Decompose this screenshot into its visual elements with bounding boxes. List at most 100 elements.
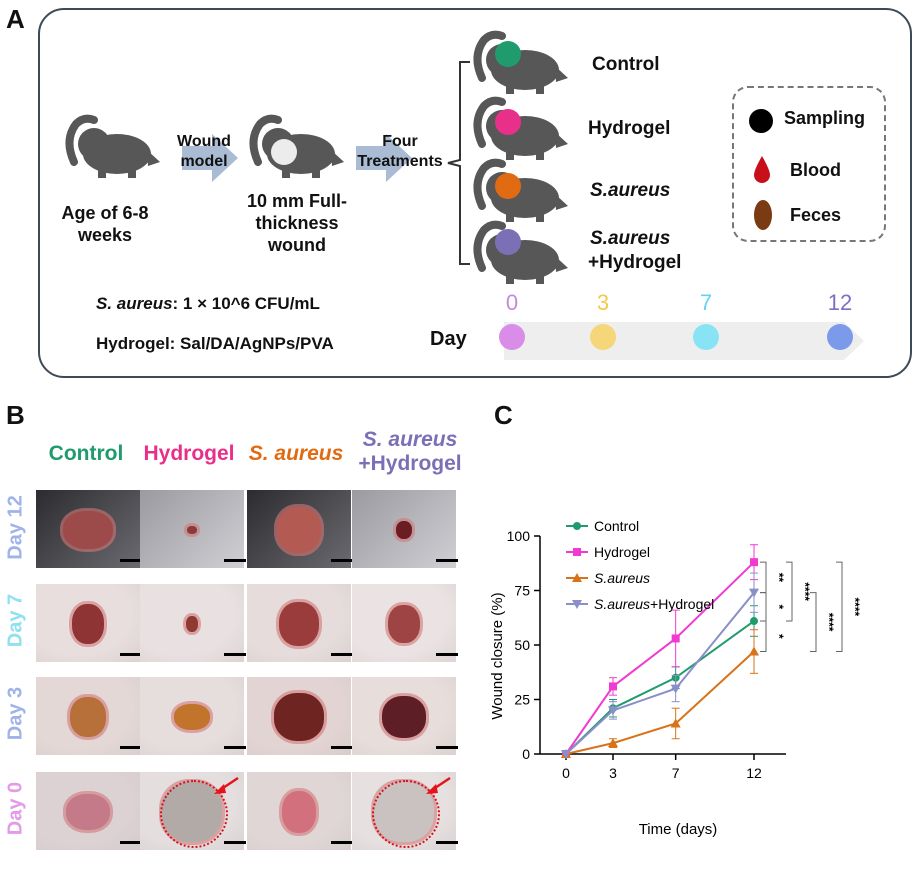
legend-label: Hydrogel [594,544,650,560]
hydrogel-composition: Hydrogel: Sal/DA/AgNPs/PVA [96,334,334,353]
timeline-day0-label: 0 [505,290,519,315]
row-day3-label: Day 3 [4,686,27,741]
arrow-right-icon [182,134,238,182]
wound-photo-saureus-hydrogel-day7 [352,584,456,662]
panel-a-frame [38,8,912,378]
scale-bar [224,841,246,844]
timeline-dot-day0 [499,324,525,350]
wound-area [187,526,197,534]
data-point [608,706,618,716]
timeline-day7-label: 7 [699,290,713,315]
wound-photo-control-day0 [36,772,140,850]
series-line-1 [565,561,755,755]
mouse-age-label: Age of 6-8 weeks [61,203,149,245]
wound-photo-control-day7 [36,584,140,662]
four-treatments-label: Four Treatments [357,133,443,170]
mouse-saureus-hydrogel-icon [473,220,568,284]
legend-marker [573,522,581,530]
hydrogel-outline [160,780,228,848]
column-saureus-header: S. aureus [248,442,344,465]
timeline-dot-day12 [827,324,853,350]
series-line-3 [565,592,755,755]
group-saureus-hydrogel-label-2: +Hydrogel [588,252,682,273]
x-tick-label: 0 [562,765,570,781]
x-tick-label: 3 [609,765,617,781]
wound-photo-hydrogel-day12 [140,490,244,568]
wound-label: 10 mm Full-thickness wound [246,191,348,255]
data-point [749,646,759,656]
data-point [608,738,618,748]
black-circle-icon [749,109,773,133]
legend-label: Control [594,518,639,534]
significance-label: * [772,605,786,610]
wound-photo-control-day12 [36,490,140,568]
treatment-bracket [447,61,470,265]
y-tick-label: 25 [514,692,530,708]
scale-bar [436,746,458,749]
scale-bar [120,559,142,562]
scale-bar [331,653,353,656]
mouse-saureus-icon [473,158,568,222]
wound-photo-control-day3 [36,677,140,755]
series-line-2 [565,650,755,755]
row-day7-label: Day 7 [4,593,27,648]
data-point [670,684,681,694]
wound-area [63,511,113,549]
significance-label: ** [772,573,786,583]
scale-bar [224,653,246,656]
group-hydrogel-label: Hydrogel [588,118,671,139]
legend-marker [572,573,582,582]
wound-area [186,616,198,632]
scale-bar [436,841,458,844]
y-tick-label: 100 [507,528,531,544]
timeline-dot-day7 [693,324,719,350]
legend-marker [572,600,582,609]
significance-label: **** [822,613,836,632]
wound-photo-hydrogel-day0 [140,772,244,850]
wound-photo-saureus-hydrogel-day12 [352,490,456,568]
timeline-day12-label: 12 [827,290,853,315]
wound-area [388,605,420,643]
red-arrow-icon [426,776,451,794]
x-axis-label: Time (days) [639,821,718,838]
significance-label: **** [848,598,862,617]
column-control-header: Control [48,442,124,465]
legend-label: S.aureus+Hydrogel [594,596,714,612]
wound-photo-saureus-hydrogel-day0 [352,772,456,850]
arrow-right-icon [356,134,412,182]
data-point [750,558,758,567]
wound-area [279,602,319,646]
scale-bar [120,841,142,844]
wound-area [282,791,316,833]
red-arrow-icon [214,776,239,794]
wound-photo-saureus-day3 [247,677,351,755]
wound-area [70,697,106,737]
legend-blood-label: Blood [790,160,841,180]
significance-bracket [786,561,793,622]
group-control-label: Control [592,54,660,75]
y-tick-label: 0 [522,746,530,762]
scale-bar [224,746,246,749]
significance-label: * [772,634,786,639]
mouse-hydrogel-icon [473,96,568,160]
significance-label: **** [798,582,812,601]
wound-area [72,604,104,644]
significance-bracket [760,561,767,594]
significance-bracket [810,592,817,653]
scale-bar [436,653,458,656]
panel-b-letter: B [6,400,25,430]
wound-area [277,507,321,553]
data-point [750,617,758,626]
wound-model-label: Wound model [177,133,231,170]
wound-area [382,696,426,738]
wound-photo-saureus-day7 [247,584,351,662]
timeline-dot-day3 [590,324,616,350]
timeline-day3-label: 3 [596,290,610,315]
wounded-mouse-icon [249,114,344,178]
column-hydrogel-header: Hydrogel [143,442,235,465]
scale-bar [331,559,353,562]
wound-photo-hydrogel-day7 [140,584,244,662]
wound-photo-saureus-day0 [247,772,351,850]
scale-bar [331,841,353,844]
feces-icon [754,200,772,230]
